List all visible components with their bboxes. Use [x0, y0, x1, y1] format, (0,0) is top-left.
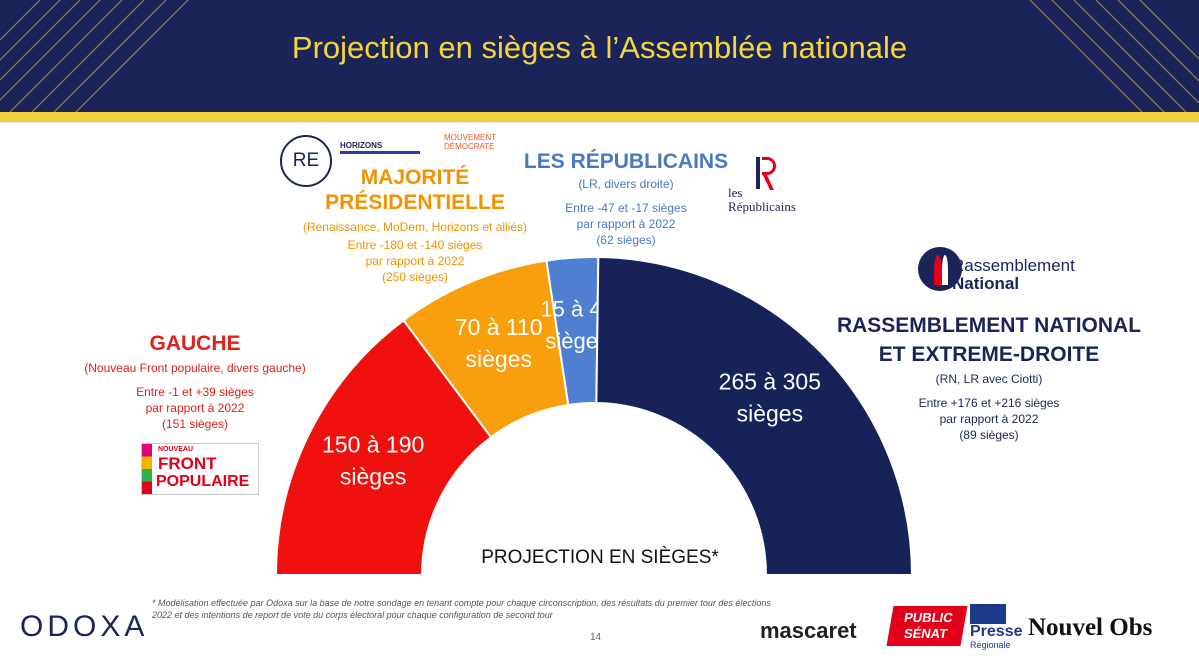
horizons-logo-text: HORIZONS	[340, 141, 383, 150]
party-lr-sub: (LR, divers droite)	[578, 177, 674, 191]
rn-logo-line2: National	[952, 274, 1020, 293]
modem-logo-line1: MOUVEMENT	[444, 133, 496, 142]
horizons-logo: HORIZONS	[340, 141, 420, 154]
arc-label-majorite-unit: sièges	[465, 346, 531, 372]
front-populaire-logo-bottom: POPULAIRE	[156, 473, 250, 490]
party-gauche-info: GAUCHE (Nouveau Front populaire, divers …	[70, 331, 320, 432]
footer: ODOXA * Modélisation effectuée par Odoxa…	[0, 588, 1199, 668]
party-majorite-info: MAJORITÉ PRÉSIDENTIELLE (Renaissance, Mo…	[286, 165, 544, 285]
public-senat-logo-line2: SÉNAT	[902, 626, 949, 641]
page-title: Projection en sièges à l’Assemblée natio…	[291, 30, 908, 65]
party-lr-info: LES RÉPUBLICAINS (LR, divers droite) Ent…	[518, 149, 734, 248]
chart-title: PROJECTION EN SIÈGES*	[481, 547, 719, 568]
presse-regionale-logo-line2: Régionale	[970, 640, 1011, 650]
arc-label-rn-unit: sièges	[737, 401, 803, 427]
front-populaire-logo-mid: FRONT	[158, 454, 217, 473]
arc-label-gauche-unit: sièges	[340, 463, 406, 489]
les-republicains-logo: les Républicains	[726, 157, 810, 215]
rn-logo-line1: Rassemblement	[952, 256, 1075, 275]
modem-logo: MOUVEMENT DÉMOCRATE	[444, 133, 514, 151]
party-gauche-prev: (151 sièges)	[161, 417, 229, 431]
party-majorite-sub: (Renaissance, MoDem, Horizons et alliés)	[302, 220, 528, 234]
modem-logo-line2: DÉMOCRATE	[444, 142, 495, 151]
header: Projection en sièges à l’Assemblée natio…	[0, 0, 1199, 112]
public-senat-logo-line1: PUBLIC	[902, 610, 955, 625]
presse-regionale-logo-line1: Presse	[970, 623, 1023, 640]
header-accent-band	[0, 112, 1199, 122]
party-rn-range: Entre +176 et +216 sièges	[918, 396, 1060, 410]
arc-label-gauche-range: 150 à 190	[322, 431, 424, 457]
party-rn-name-2: ET EXTREME-DROITE	[878, 343, 1100, 366]
party-lr-ref: par rapport à 2022	[576, 217, 676, 231]
party-gauche-range: Entre -1 et +39 sièges	[136, 385, 254, 399]
party-gauche-name: GAUCHE	[149, 332, 241, 355]
rassemblement-national-logo: Rassemblement National	[918, 247, 1088, 299]
party-majorite-name-2: PRÉSIDENTIELLE	[325, 191, 505, 214]
presse-regionale-logo: Presse Régionale	[970, 604, 1023, 650]
party-rn-prev: (89 sièges)	[959, 428, 1019, 442]
party-rn-ref: par rapport à 2022	[939, 412, 1039, 426]
renaissance-logo: RE	[280, 135, 332, 187]
arc-segment-rn	[595, 256, 914, 576]
party-rn-info: RASSEMBLEMENT NATIONAL ET EXTREME-DROITE…	[826, 313, 1152, 443]
arc-segment-gauche	[274, 318, 493, 576]
party-majorite-name-1: MAJORITÉ	[360, 166, 470, 189]
front-populaire-logo: NOUVEAU FRONT POPULAIRE	[141, 443, 259, 495]
arc-label-rn-range: 265 à 305	[719, 369, 821, 395]
lr-logo-line2: Républicains	[728, 199, 796, 214]
odoxa-logo: ODOXA	[20, 610, 149, 643]
party-rn-sub: (RN, LR avec Ciotti)	[935, 372, 1043, 386]
chart-area: 150 à 190 sièges 70 à 110 sièges 15 à 45 sièg…	[0, 122, 1199, 589]
party-majorite-ref: par rapport à 2022	[365, 254, 465, 268]
party-lr-range: Entre -47 et -17 sièges	[565, 201, 687, 215]
page-number: 14	[590, 632, 602, 643]
mascaret-logo: mascaret	[760, 618, 857, 643]
arc-label-majorite-range: 70 à 110	[455, 314, 543, 340]
renaissance-logo-text: RE	[292, 150, 320, 171]
header-decoration	[0, 0, 1199, 112]
party-majorite-prev: (250 sièges)	[381, 270, 449, 284]
party-rn-name-1: RASSEMBLEMENT NATIONAL	[836, 314, 1142, 337]
lr-logo-line1: les	[728, 185, 743, 200]
party-lr-name: LES RÉPUBLICAINS	[523, 150, 729, 173]
party-lr-prev: (62 sièges)	[596, 233, 656, 247]
nouvel-obs-logo: Nouvel Obs	[1028, 614, 1153, 641]
party-gauche-sub: (Nouveau Front populaire, divers gauche)	[84, 361, 306, 375]
footnote-line-1: * Modélisation effectuée par Odoxa sur l…	[152, 598, 772, 608]
party-majorite-range: Entre -180 et -140 sièges	[347, 238, 483, 252]
party-gauche-ref: par rapport à 2022	[145, 401, 245, 415]
public-senat-logo: PUBLIC SÉNAT	[886, 606, 968, 646]
footnote-line-2: 2022 et des intentions de report de vote…	[152, 610, 553, 620]
front-populaire-logo-top: NOUVEAU	[158, 446, 194, 453]
